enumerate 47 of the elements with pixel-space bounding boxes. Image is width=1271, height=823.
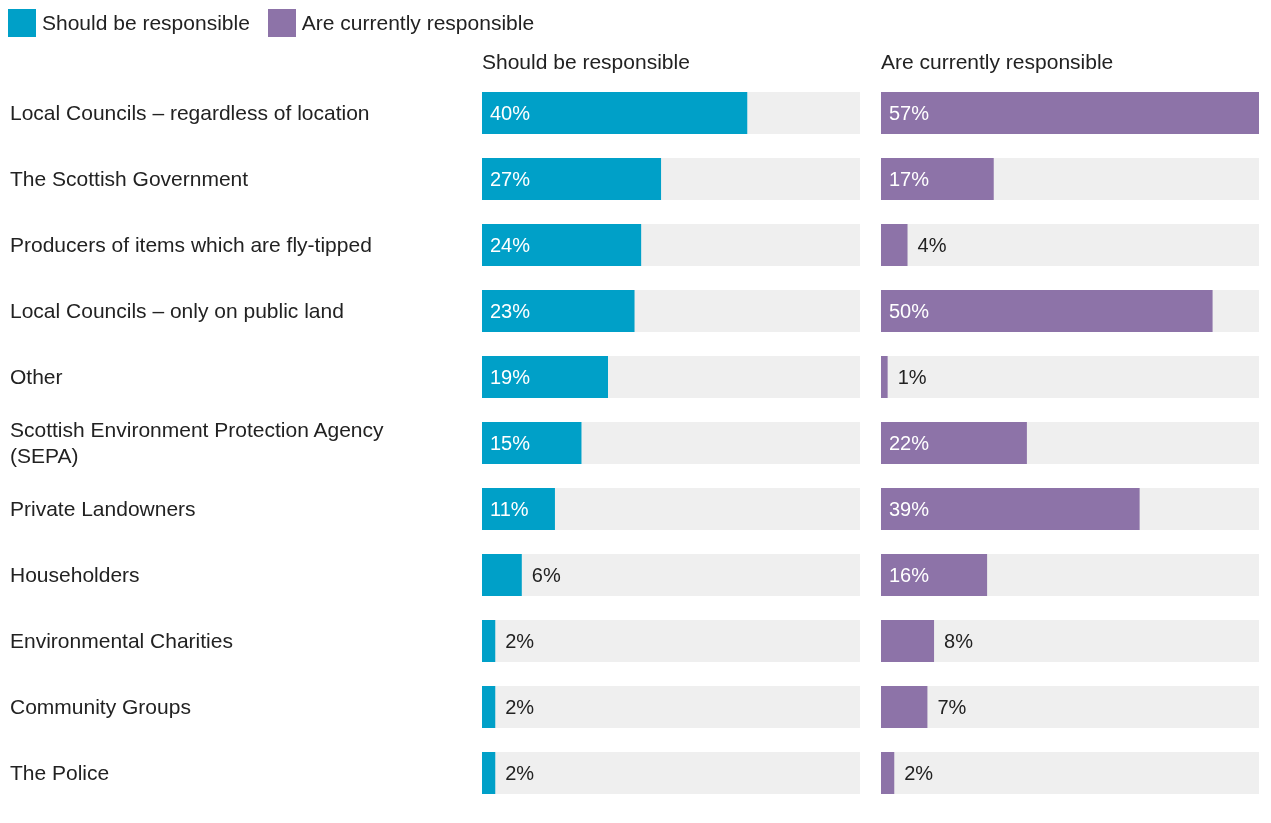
bar [482,686,496,728]
data-label: 40% [490,102,531,124]
chart-title: Should be responsible [482,50,691,75]
y-tick-label: Producers of items which are fly-tipped [10,233,372,257]
data-label: 39% [889,498,930,520]
y-tick-label: Private Landowners [10,497,196,521]
data-label: 16% [889,564,930,586]
bar [881,752,895,794]
data-label: 50% [889,300,930,322]
data-label: 19% [490,366,531,388]
bar [482,488,555,530]
bar [881,224,908,266]
bar [881,686,928,728]
y-tick-label: Local Councils – regardless of location [10,101,370,125]
y-tick-label: The Police [10,761,110,785]
bar [482,752,496,794]
bar [881,356,888,398]
bar [482,554,522,596]
y-tick-label: The Scottish Government [10,167,249,191]
data-label: 7% [937,696,967,718]
data-label: 2% [904,762,934,784]
y-tick-label: Community Groups [10,695,191,719]
data-label: 2% [505,696,535,718]
legend-label: Are currently responsible [301,11,535,35]
data-label: 22% [889,432,930,454]
data-label: 11% [490,498,529,520]
y-tick-label: Environmental Charities [10,629,233,653]
data-label: 2% [505,762,535,784]
y-tick-label: Other [10,365,63,389]
data-label: 6% [531,564,561,586]
data-label: 17% [889,168,930,190]
data-label: 2% [505,630,535,652]
data-label: 1% [897,366,927,388]
data-label: 15% [490,432,531,454]
bar [881,620,935,662]
data-label: 8% [944,630,974,652]
y-tick-label: Householders [10,563,140,587]
data-label: 57% [889,102,930,124]
data-label: 27% [490,168,531,190]
legend-label: Should be responsible [42,11,250,35]
data-label: 23% [490,300,531,322]
chart-title: Are currently responsible [881,50,1115,75]
y-tick-label: Scottish Environment Protection Agency (SEPA) [10,418,385,468]
data-label: 4% [917,234,947,256]
y-tick-label: Local Councils – only on public land [10,299,344,323]
data-label: 24% [490,234,531,256]
bar [482,620,496,662]
